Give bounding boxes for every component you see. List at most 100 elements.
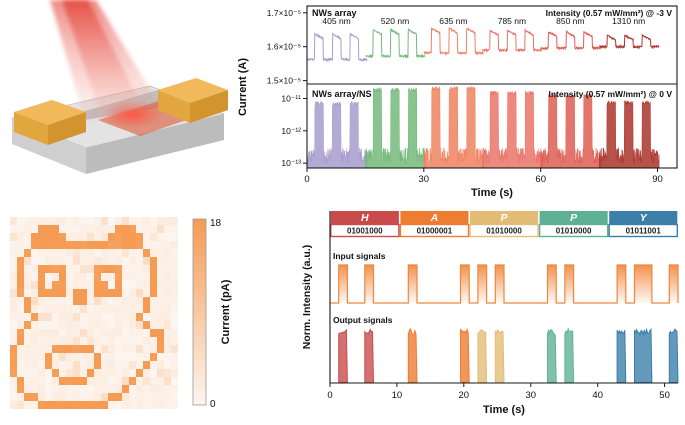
x-tick-label: 90 [652,174,663,185]
colorbar-min-label: 0 [210,399,216,410]
output-pulse [547,328,557,383]
wavelength-label-2: 635 nm [439,16,467,26]
input-pulse [495,265,504,303]
nws-array-ns-trace-2 [423,85,485,168]
y-tick-label: 10⁻¹² [281,126,301,136]
nws-array-trace-4 [540,29,602,51]
y-tick-label: 10⁻¹³ [281,158,301,168]
code-box-4 [608,223,679,238]
letter-code-4: 01011001 [626,227,662,236]
photoresponse-chart: 405 nm 520 nm 635 nm 785 nm 850 nm 1310 nm 1.7… [237,5,678,199]
output-pulse [634,327,653,383]
b-xlabel: Time (s) [471,187,513,199]
nws-array-trace-3 [481,27,543,53]
axes-box [306,5,678,169]
letter-box-2 [470,211,539,224]
colorbar [192,218,207,406]
x-tick-label: 40 [592,390,603,401]
output-pulse [407,328,418,383]
input-pulse [364,265,374,303]
wavelength-label-5: 1310 nm [612,16,645,26]
x-tick-label: 60 [535,174,546,185]
letter-code-3: 01010000 [556,227,592,236]
light-beam-core-icon [62,0,142,118]
output-pulse [564,327,575,383]
y-tick-label: 10⁻¹¹ [281,94,301,104]
device-schematic [11,0,228,174]
d-ylabel: Norm. Intensity (a.u.) [301,245,313,349]
x-tick-label: 0 [304,174,309,185]
y-tick-label: 1.6×10⁻⁵ [267,42,301,52]
letter-code-2: 01010000 [486,227,522,236]
imaging-heatmap-panel: 18 0 Current (pA) [0,203,245,425]
photoresponse-chart-panel: 405 nm 520 nm 635 nm 785 nm 850 nm 1310 nm 1.7… [232,0,685,200]
imaging-heatmap: 18 0 Current (pA) [10,217,232,410]
output-signals-label: Output signals [333,315,393,325]
electrode-left [14,100,86,145]
input-pulse [564,265,574,303]
top-annotation: Intensity (0.57 mW/mm²) @ -3 V [546,8,673,18]
x-tick-label: 10 [392,390,403,401]
b-ylabel: Current (A) [237,58,249,116]
output-pulse [668,328,679,383]
ascii-signal-panel: H 01001000 A 01000001 P 01010000 P 01010000 Y 010… [300,203,685,425]
top-series-label: NWs array [312,8,357,18]
nws-array-ns-trace-1 [365,86,426,168]
y-tick-label: 1.7×10⁻⁵ [267,8,301,18]
bottom-annotation: Intensity (0.57 mW/mm²) @ 0 V [548,89,672,99]
letter-code-1: 01000001 [417,227,453,236]
nws-array-ns-trace-0 [306,101,368,168]
input-pulse [460,265,470,303]
x-tick-label: 50 [659,390,670,401]
wavelength-label-3: 785 nm [498,16,526,26]
wavelength-label-4: 850 nm [556,16,584,26]
electrode-right [158,78,228,123]
ascii-signal-chart: H01001000A01000001P01010000P01010000Y010… [301,211,679,416]
x-tick-label: 30 [526,390,537,401]
letter-char-2: P [500,212,508,224]
x-tick-label: 20 [459,390,470,401]
input-pulse [477,265,487,303]
nws-array-trace-1 [365,27,426,59]
output-pulse [364,328,375,383]
input-pulse [617,265,626,303]
output-pulse [494,328,505,383]
letter-code-0: 01001000 [347,227,383,236]
d-xlabel: Time (s) [483,404,525,416]
x-tick-label: 0 [327,390,332,401]
nws-array-trace-2 [423,26,484,56]
letter-box-1 [400,211,469,224]
device-schematic-panel [0,0,232,200]
input-pulse [338,265,348,303]
nws-array-ns-trace-3 [482,90,543,168]
code-box-2 [469,223,539,238]
nws-array-trace-5 [598,33,660,50]
code-box-3 [538,223,609,238]
nws-array-trace-0 [306,32,368,62]
code-box-0 [330,223,400,238]
letter-box-3 [539,211,608,224]
code-box-1 [399,223,470,238]
input-pulse [547,265,557,303]
letter-char-1: A [430,212,439,224]
input-pulse [669,265,678,303]
output-pulse [477,329,488,383]
bottom-series-label: NWs array/NS [312,89,372,99]
wavelength-label-0: 405 nm [322,16,350,26]
y-tick-label: 1.5×10⁻⁵ [267,76,301,86]
input-signals-label: Input signals [333,251,386,261]
letter-char-3: P [570,212,578,224]
output-pulse [460,327,470,383]
letter-char-0: H [361,212,369,224]
output-pulse [338,328,348,383]
input-pulse [634,265,652,303]
letter-box-4 [609,211,678,224]
input-signal-trace [330,264,679,304]
substrate-front [86,114,224,174]
letter-box-0 [330,211,399,224]
output-pulse [616,329,627,383]
nws-array-ns-trace-4 [540,93,601,168]
panda-heatmap-cells [10,217,178,409]
wavelength-label-1: 520 nm [381,16,409,26]
